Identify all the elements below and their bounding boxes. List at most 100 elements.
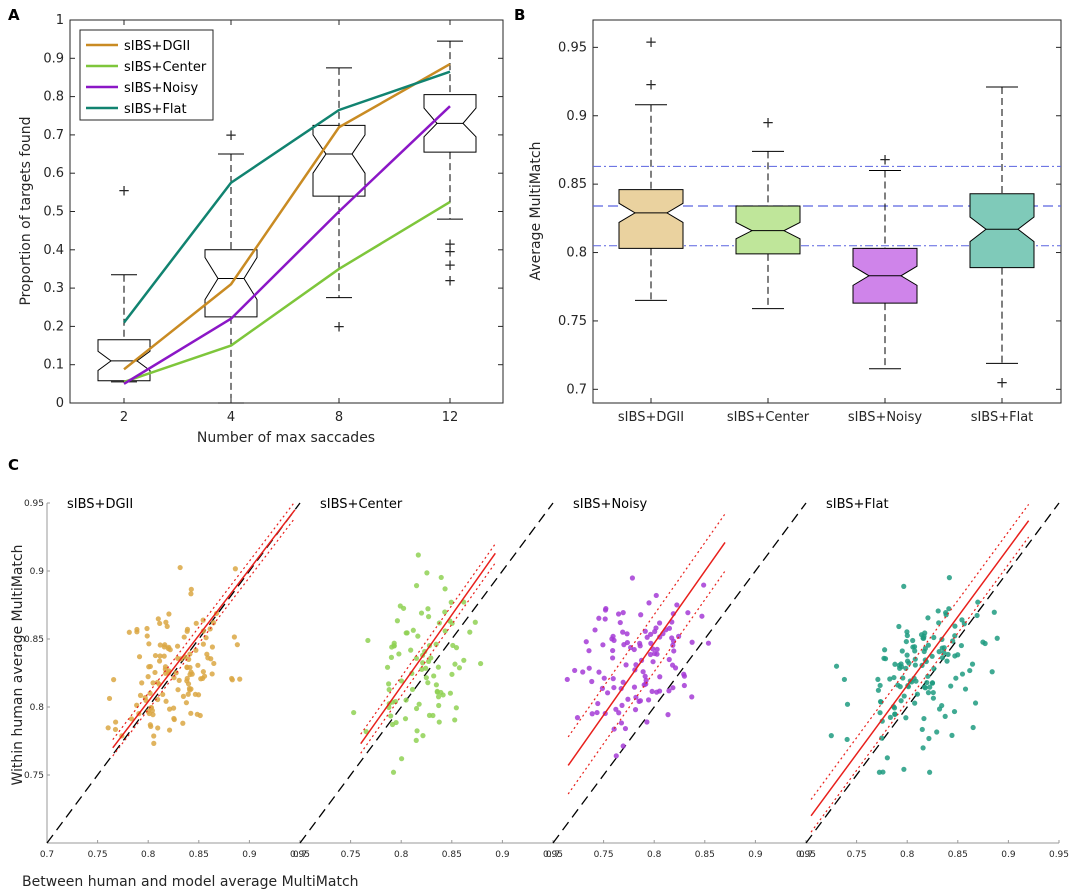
c-point-2-6 bbox=[603, 605, 609, 612]
c-point-2-59 bbox=[586, 665, 592, 671]
c-point-1-38 bbox=[423, 665, 429, 671]
c-point-0-129 bbox=[193, 647, 199, 653]
c-xtick-label-0-3: 0.85 bbox=[189, 850, 209, 860]
legend-a-label-3: sIBS+Flat bbox=[124, 102, 187, 117]
c-point-1-5 bbox=[384, 664, 391, 670]
c-point-3-98 bbox=[903, 638, 909, 645]
c-point-0-57 bbox=[139, 680, 145, 686]
c-point-2-92 bbox=[640, 669, 646, 675]
c-point-2-113 bbox=[620, 610, 626, 616]
c-point-0-16 bbox=[105, 725, 111, 731]
c-point-3-91 bbox=[898, 698, 904, 704]
axes-b-frame bbox=[592, 19, 1062, 404]
c-ci-lower-2 bbox=[567, 570, 726, 795]
c-point-1-35 bbox=[398, 756, 405, 762]
c-point-0-77 bbox=[160, 691, 166, 698]
c-xtick-label-0-1: 0.75 bbox=[88, 850, 108, 860]
c-point-3-45 bbox=[904, 632, 910, 639]
c-point-0-127 bbox=[197, 712, 203, 719]
c-xtick-label-1-3: 0.85 bbox=[442, 850, 462, 860]
c-point-1-4 bbox=[394, 618, 400, 624]
c-point-2-49 bbox=[625, 696, 631, 702]
c-point-2-24 bbox=[666, 656, 672, 663]
c-point-2-35 bbox=[629, 575, 636, 581]
c-point-2-67 bbox=[646, 600, 652, 606]
c-point-2-63 bbox=[620, 629, 626, 635]
c-point-0-6 bbox=[200, 617, 206, 623]
c-title-1: sIBS+Center bbox=[320, 497, 403, 512]
c-point-2-20 bbox=[574, 715, 581, 721]
c-point-0-90 bbox=[162, 664, 169, 670]
c-point-0-14 bbox=[147, 722, 153, 728]
c-point-2-9 bbox=[596, 615, 602, 621]
c-point-0-81 bbox=[155, 696, 161, 703]
c-point-2-84 bbox=[613, 753, 619, 759]
c-point-3-118 bbox=[952, 623, 958, 629]
c-point-1-51 bbox=[442, 628, 448, 634]
axes-a-xlabel: Number of max saccades bbox=[197, 430, 375, 446]
c-xtick-label-3-2: 0.8 bbox=[900, 850, 915, 860]
c-point-2-37 bbox=[705, 640, 712, 646]
c-point-3-63 bbox=[921, 648, 927, 655]
c-point-2-70 bbox=[645, 697, 652, 703]
c-point-0-60 bbox=[171, 675, 177, 681]
c-point-3-2 bbox=[892, 661, 898, 667]
c-point-1-69 bbox=[430, 712, 436, 719]
c-point-3-9 bbox=[914, 691, 921, 697]
c-point-2-48 bbox=[604, 690, 611, 696]
c-point-0-123 bbox=[201, 673, 208, 679]
c-point-3-125 bbox=[904, 652, 910, 658]
c-subplot-0: 0.7 0.75 0.8 0.85 0.9 0.95 0.75 0.8 0.85 0.9 0.95 s… bbox=[24, 497, 310, 860]
c-point-3-108 bbox=[929, 680, 936, 686]
c-ci-upper-2 bbox=[567, 513, 726, 738]
c-ci-upper-1 bbox=[360, 543, 496, 735]
b-outlier-1-0: + bbox=[762, 114, 775, 132]
c-point-3-75 bbox=[982, 640, 988, 647]
c-point-3-23 bbox=[939, 655, 946, 661]
c-point-1-29 bbox=[413, 583, 420, 589]
c-point-0-71 bbox=[188, 591, 194, 597]
c-point-3-107 bbox=[896, 623, 902, 630]
c-point-1-2 bbox=[452, 717, 458, 723]
c-point-0-38 bbox=[209, 671, 215, 677]
c-point-3-34 bbox=[828, 733, 834, 739]
legend-a: sIBS+DGII sIBS+Center sIBS+Noisy sIBS+Flat bbox=[79, 29, 214, 121]
c-point-0-116 bbox=[157, 653, 163, 659]
c-point-0-52 bbox=[150, 712, 156, 718]
c-point-0-120 bbox=[145, 674, 151, 680]
c-point-1-76 bbox=[419, 666, 425, 672]
a-series-line-3 bbox=[123, 70, 451, 324]
c-point-3-94 bbox=[903, 715, 909, 721]
c-point-1-27 bbox=[425, 614, 432, 620]
c-point-2-110 bbox=[654, 651, 660, 657]
c-point-0-125 bbox=[231, 634, 237, 640]
b-box-1 bbox=[735, 205, 801, 255]
c-point-2-2 bbox=[624, 631, 630, 637]
c-point-3-133 bbox=[912, 648, 918, 654]
c-point-1-80 bbox=[452, 661, 458, 667]
c-point-2-56 bbox=[583, 639, 589, 645]
c-point-0-92 bbox=[113, 719, 119, 725]
c-point-0-27 bbox=[147, 690, 153, 696]
c-point-0-55 bbox=[200, 641, 206, 647]
c-point-1-64 bbox=[456, 665, 463, 671]
c-point-1-82 bbox=[442, 609, 448, 615]
c-point-1-47 bbox=[388, 654, 395, 660]
c-point-1-20 bbox=[403, 630, 409, 636]
c-point-3-99 bbox=[969, 661, 976, 667]
a-outlier-3-1: + bbox=[444, 243, 457, 261]
b-outlier-0-0: + bbox=[645, 33, 658, 51]
c-point-3-117 bbox=[901, 693, 907, 699]
c-point-1-75 bbox=[415, 633, 421, 639]
c-point-3-48 bbox=[925, 690, 932, 696]
c-subplot-3: 0.7 0.75 0.8 0.85 0.9 0.95 sIBS+Flat bbox=[799, 497, 1069, 860]
a-outlier-3-0: + bbox=[444, 235, 457, 253]
c-point-2-15 bbox=[572, 667, 578, 674]
c-point-3-84 bbox=[920, 745, 926, 751]
c-point-3-126 bbox=[946, 606, 952, 612]
c-point-3-134 bbox=[975, 599, 981, 605]
c-point-1-13 bbox=[365, 637, 371, 644]
c-point-2-95 bbox=[671, 648, 677, 654]
c-point-0-11 bbox=[183, 700, 190, 706]
c-point-3-53 bbox=[901, 766, 907, 772]
